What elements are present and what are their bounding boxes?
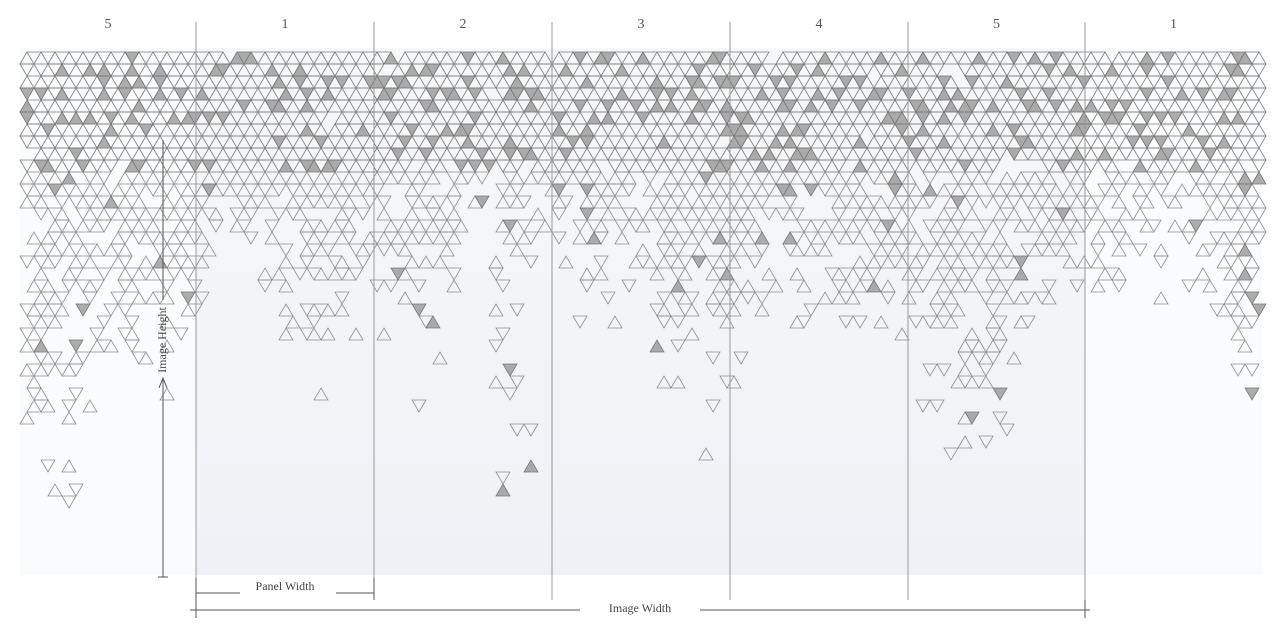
triangle-row-filled [19, 111, 1246, 125]
triangle-pattern [19, 51, 1267, 509]
panel-label: 1 [282, 17, 289, 32]
panel-labels: 5 1 2 3 4 5 1 [105, 17, 1178, 32]
triangle-row [19, 411, 1008, 425]
triangle-row-filled [96, 135, 1232, 149]
triangle-row-filled [75, 303, 1267, 317]
triangle-row [33, 267, 1260, 281]
triangle-row-filled [61, 171, 1267, 185]
panel-label: 5 [993, 17, 1000, 32]
triangle-row-filled [579, 207, 1071, 221]
triangle-row-filled [992, 387, 1260, 401]
triangle-row [33, 243, 1246, 257]
triangle-row-filled [180, 291, 1260, 305]
triangle-row [19, 195, 1267, 209]
triangle-row [33, 207, 1267, 221]
triangle-row [698, 447, 959, 461]
image-area [196, 48, 1085, 575]
image-height-label: Image Height [155, 307, 169, 373]
triangle-row-filled [502, 219, 1204, 233]
triangle-row [19, 51, 1267, 65]
triangle-row-filled [495, 483, 511, 497]
triangle-row [26, 99, 1267, 113]
triangle-row [61, 495, 77, 509]
panel-width-dimension [195, 578, 375, 600]
triangle-row [26, 375, 994, 389]
triangle-row-filled [124, 51, 1253, 65]
triangle-row [19, 303, 1246, 317]
panel-label: 3 [638, 17, 645, 32]
triangle-row [509, 423, 1015, 437]
panel-seams [195, 22, 1086, 600]
image-width-dimension [190, 600, 1090, 618]
triangle-row [47, 483, 84, 497]
panel-width-label: Panel Width [256, 579, 315, 593]
triangle-row-filled [964, 411, 980, 425]
triangle-row [19, 63, 1267, 77]
triangle-row [495, 471, 511, 485]
triangle-row-filled [586, 231, 798, 245]
triangle-row-filled [19, 87, 1239, 101]
panel-label: 2 [460, 17, 467, 32]
triangle-row-filled [54, 63, 1246, 77]
panel-label: 5 [105, 17, 112, 32]
triangle-row [957, 435, 994, 449]
triangle-row-filled [425, 315, 441, 329]
triangle-row-filled [47, 183, 1253, 197]
triangle-row-filled [523, 459, 539, 473]
panel-label: 4 [816, 17, 823, 32]
triangle-row [26, 399, 945, 413]
triangle-row-filled [19, 99, 1134, 113]
height-dimension [158, 140, 168, 578]
triangle-row-filled [68, 147, 1218, 161]
triangle-row [33, 351, 1022, 365]
image-width-label: Image Width [609, 601, 671, 615]
triangle-row [40, 459, 77, 473]
triangle-row [19, 183, 1260, 197]
triangle-row [47, 219, 1267, 233]
triangle-row-filled [502, 363, 518, 377]
panel-label: 1 [1170, 17, 1177, 32]
triangle-row [26, 279, 1253, 293]
triangle-row [26, 387, 518, 401]
triangle-row [19, 363, 1260, 377]
triangle-row-filled [33, 159, 1204, 173]
triangle-row [19, 327, 1246, 341]
